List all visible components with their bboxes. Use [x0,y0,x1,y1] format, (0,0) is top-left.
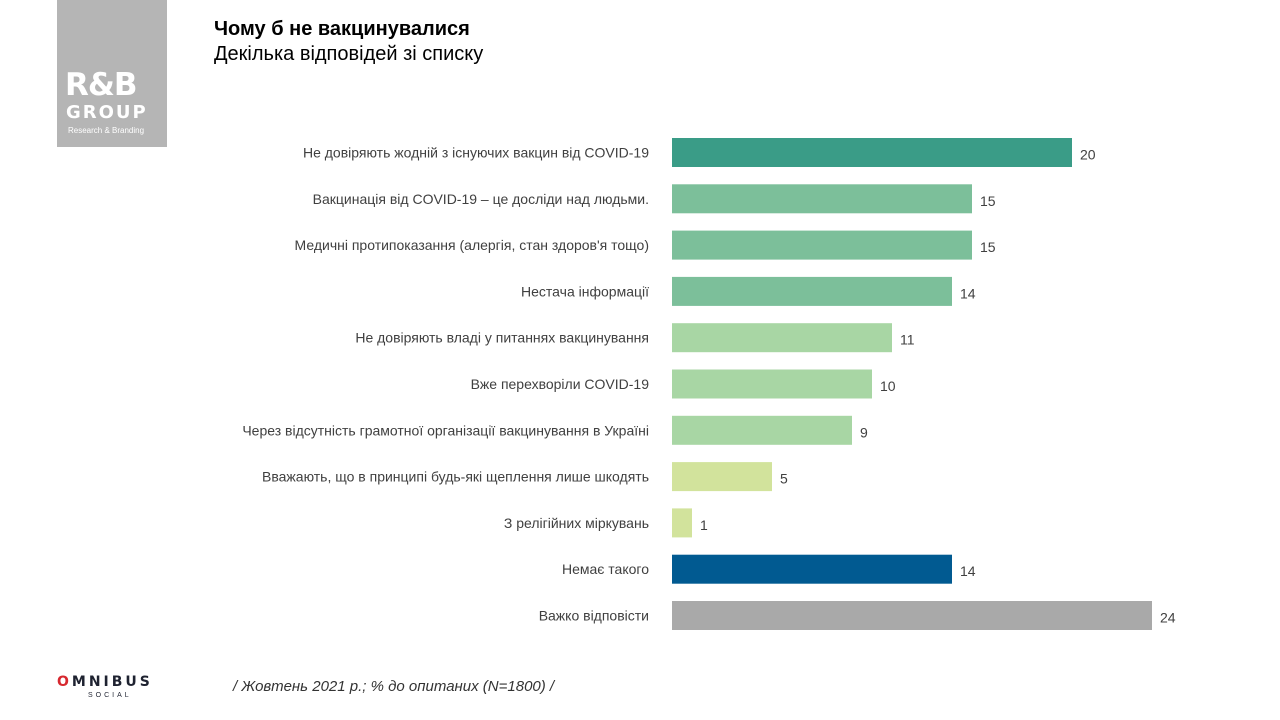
logo-tagline: Research & Branding [68,126,145,135]
logo-group-text: GROUP [66,102,148,123]
value-label: 9 [860,424,868,440]
category-label: Не довіряють владі у питаннях вакцинуван… [355,330,649,346]
value-label: 10 [880,378,896,394]
category-label: Нестача інформації [521,283,649,299]
bar [672,508,692,538]
value-label: 1 [700,517,708,533]
chart-subtitle: Декілька відповідей зі списку [214,43,484,65]
bar [672,276,952,306]
omnibus-logo: OMNIBUS [57,674,169,690]
value-label: 15 [980,239,996,255]
category-label: Вакцинація від COVID-19 – це досліди над… [313,191,649,207]
rb-group-logo: R&B GROUP Research & Branding [57,0,167,147]
omnibus-social-text: SOCIAL [88,692,132,699]
category-label: Через відсутність грамотної організації … [242,422,649,438]
category-label: Медичні протипоказання (алергія, стан зд… [295,237,649,253]
bar [672,230,972,260]
bar [672,601,1152,630]
category-label: З релігійних міркувань [504,515,649,531]
category-label: Немає такого [562,561,649,577]
footnote: / Жовтень 2021 р.; % до опитаних (N=1800… [233,678,555,695]
value-label: 14 [960,285,976,301]
bar [672,415,852,445]
bar [672,184,972,214]
category-label: Не довіряють жодній з існуючих вакцин ві… [303,145,649,161]
omnibus-logo-rest: MNIBUS [71,674,153,690]
chart-title: Чому б не вакцинувалися [214,18,470,40]
category-label: Важко відповісти [539,608,649,624]
value-label: 5 [780,471,788,487]
bar [672,323,892,353]
bar [672,369,872,399]
value-label: 15 [980,193,996,209]
value-label: 20 [1080,147,1096,163]
bar [672,554,952,584]
bar [672,462,772,492]
bar [672,138,1072,167]
value-label: 11 [900,332,915,348]
category-label: Вже перехворіли COVID-19 [471,376,650,392]
category-label: Вважають, що в принципі будь-які щепленн… [262,469,649,485]
value-label: 24 [1160,610,1176,626]
omnibus-logo-o: O [57,674,72,690]
value-label: 14 [960,563,976,579]
logo-mark: R&B [65,67,138,103]
